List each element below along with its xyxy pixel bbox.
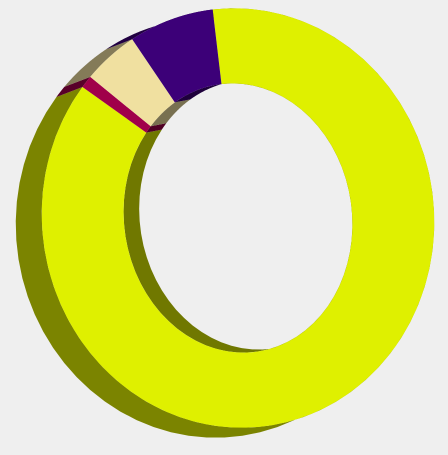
donut-slice-0 [41, 8, 435, 428]
donut-slice-inner-wall-1 [146, 123, 167, 133]
donut-slice-3 [132, 9, 222, 103]
donut-slice-side-2 [64, 39, 133, 87]
donut-slice-side-1 [56, 76, 91, 97]
donut-slice-1 [82, 76, 151, 133]
donut-slice-inner-wall-2 [150, 99, 191, 127]
donut-slice-2 [90, 39, 175, 127]
donut-slice-inner-wall-3 [174, 81, 238, 103]
donut-top-layer [41, 8, 435, 428]
